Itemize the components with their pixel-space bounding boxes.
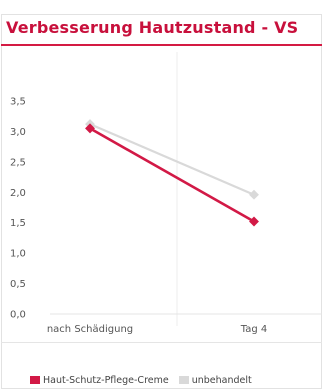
- data-point: [85, 123, 95, 134]
- y-tick-label: 1,0: [10, 249, 26, 260]
- chart-frame: [1, 14, 322, 389]
- x-tick-label: Tag 4: [240, 324, 267, 335]
- x-tick-label: nach Schädigung: [47, 324, 133, 335]
- legend-swatch: [178, 376, 189, 384]
- legend-item: Haut-Schutz-Pflege-Creme: [30, 375, 169, 386]
- y-tick-label: 2,0: [10, 188, 26, 199]
- legend-swatch: [30, 376, 40, 384]
- plot-area-border: [1, 46, 322, 343]
- y-tick-label: 3,5: [10, 97, 26, 108]
- y-tick-label: 0,0: [10, 310, 26, 321]
- y-tick-label: 2,5: [10, 157, 26, 168]
- y-tick-label: 0,5: [10, 279, 26, 290]
- y-tick-label: 1,5: [10, 218, 26, 229]
- legend-item: unbehandelt: [178, 374, 252, 386]
- chart-legend: Haut-Schutz-Pflege-Creme unbehandelt: [30, 372, 262, 388]
- legend-label: unbehandelt: [191, 374, 252, 386]
- data-point: [249, 189, 259, 200]
- series-line: [88, 127, 256, 223]
- y-tick-label: 3,0: [10, 127, 26, 138]
- series-line: [88, 123, 256, 196]
- legend-label: Haut-Schutz-Pflege-Creme: [43, 374, 169, 386]
- chart-title: Verbesserung Hautzustand - VS: [6, 18, 299, 37]
- data-point: [249, 216, 259, 227]
- title-underline: [1, 44, 322, 46]
